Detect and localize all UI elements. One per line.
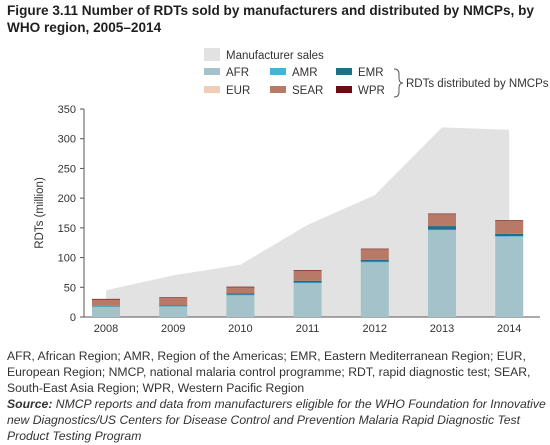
rdt-chart: 0 50 100 150 200 250 300 350 RDTs (million) 2008 2… — [34, 48, 549, 335]
bar-afr-2008 — [92, 306, 120, 317]
legend: Manufacturer sales AFR AMR EMR EUR SEAR WPR RDT… — [204, 48, 549, 98]
y-tick-label: 300 — [58, 134, 76, 146]
legend-bracket — [393, 68, 404, 98]
bar-emr-2013 — [428, 226, 456, 230]
legend-swatch-emr — [336, 68, 352, 75]
abbreviations-note: AFR, African Region; AMR, Region of the … — [7, 349, 531, 395]
bar-layer — [92, 213, 524, 317]
bar-emr-2009 — [159, 305, 188, 307]
legend-swatch-wpr — [336, 86, 352, 93]
legend-swatch-eur — [204, 86, 220, 93]
legend-label-emr: EMR — [358, 67, 384, 79]
y-tick-label: 0 — [70, 312, 76, 324]
y-tick-label: 150 — [58, 223, 76, 235]
bar-amr-2009 — [159, 306, 188, 307]
bar-wpr-2012 — [360, 248, 389, 250]
bar-wpr-2009 — [159, 297, 188, 298]
legend-label-sear: SEAR — [292, 85, 323, 97]
bar-emr-2010 — [226, 293, 255, 295]
legend-swatch-manufacturer-sales — [204, 48, 220, 61]
manufacturer-sales-area — [106, 127, 510, 318]
bar-wpr-2011 — [293, 270, 322, 271]
area-layer — [106, 127, 510, 318]
legend-group-label: RDTs distributed by NMCPs — [406, 78, 549, 90]
bar-afr-2010 — [226, 295, 255, 317]
bar-sear-2008 — [92, 299, 120, 306]
bar-afr-2009 — [159, 306, 188, 317]
y-tick-label: 100 — [58, 253, 76, 265]
bar-wpr-2013 — [428, 213, 456, 215]
y-axis-label: RDTs (million) — [34, 177, 46, 249]
bar-sear-2011 — [293, 270, 322, 281]
y-tick-label: 350 — [58, 104, 76, 116]
legend-swatch-amr — [270, 68, 286, 75]
x-tick-label: 2013 — [430, 323, 454, 335]
source-text: NMCP reports and data from manufacturers… — [7, 397, 546, 443]
x-tick-label: 2008 — [94, 323, 118, 335]
legend-label-amr: AMR — [292, 67, 318, 79]
x-tick-label: 2011 — [296, 323, 320, 335]
x-tick-label: 2012 — [363, 323, 387, 335]
x-tick-label: 2009 — [161, 323, 185, 335]
bar-emr-2014 — [495, 233, 524, 237]
legend-swatch-afr — [204, 68, 220, 75]
bar-wpr-2014 — [495, 220, 524, 221]
x-tick-label: 2010 — [228, 323, 252, 335]
bar-afr-2012 — [360, 262, 389, 317]
axis-layer: 0 50 100 150 200 250 300 350 RDTs (million) 2008 2… — [34, 104, 540, 335]
legend-label-afr: AFR — [226, 67, 249, 79]
bar-emr-2012 — [360, 259, 389, 262]
legend-label-wpr: WPR — [358, 85, 385, 97]
bar-amr-2010 — [226, 294, 255, 296]
legend-label-eur: EUR — [226, 85, 250, 97]
bar-afr-2011 — [293, 283, 322, 317]
bar-sear-2010 — [226, 286, 255, 294]
x-tick-label: 2014 — [497, 323, 521, 335]
bar-sear-2014 — [495, 220, 524, 234]
source-note: Source: NMCP reports and data from manuf… — [7, 397, 547, 444]
bar-amr-2014 — [495, 236, 524, 237]
y-tick-label: 250 — [58, 163, 76, 175]
bar-emr-2008 — [92, 305, 120, 307]
bar-sear-2012 — [360, 249, 389, 260]
legend-swatch-sear — [270, 86, 286, 93]
bar-amr-2012 — [360, 261, 389, 263]
bar-sear-2013 — [428, 214, 456, 227]
bar-afr-2013 — [428, 230, 456, 317]
bar-sear-2009 — [159, 297, 188, 306]
figure-title: Figure 3.11 Number of RDTs sold by manuf… — [7, 3, 534, 35]
source-label: Source: — [7, 397, 53, 411]
bar-amr-2013 — [428, 229, 456, 231]
bar-wpr-2008 — [92, 298, 120, 300]
bar-emr-2011 — [293, 280, 322, 283]
y-tick-label: 200 — [58, 193, 76, 205]
bar-amr-2011 — [293, 282, 322, 284]
bar-wpr-2010 — [226, 286, 255, 288]
bar-afr-2014 — [495, 236, 524, 317]
y-tick-label: 50 — [64, 282, 76, 294]
legend-label-manufacturer-sales: Manufacturer sales — [226, 50, 324, 62]
